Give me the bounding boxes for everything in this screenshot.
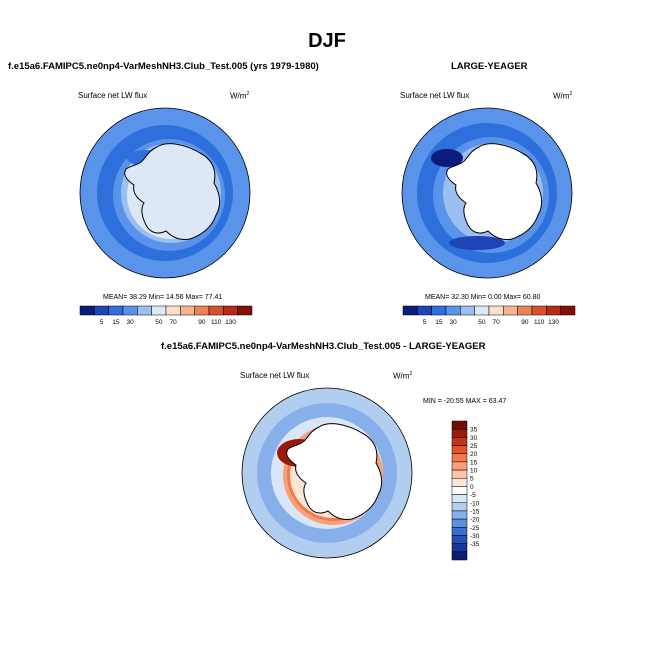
colorbar-0-box-3: [122, 305, 138, 316]
colorbar-2-box-10: [451, 502, 468, 512]
panel-ref-units: W/m2: [553, 91, 573, 101]
colorbar-2-box-0: [451, 420, 468, 430]
colorbar-1-box-8: [517, 305, 533, 316]
map-1-deep-patch: [431, 149, 463, 167]
panel-diff-minmax: MIN = -20.55 MAX = 63.47: [423, 398, 507, 405]
colorbar-2-box-4: [451, 453, 468, 463]
colorbar-2-label-14: -35: [470, 541, 480, 548]
panel-test-units: W/m2: [230, 91, 250, 101]
colorbar-2-box-15: [451, 543, 468, 553]
colorbar-2-label-6: 5: [470, 476, 474, 483]
colorbar-0-box-5: [151, 305, 167, 316]
colorbar-2-box-5: [451, 461, 468, 471]
colorbar-2-label-10: -15: [470, 508, 480, 515]
colorbar-2-box-16: [451, 551, 468, 561]
colorbar-0-box-10: [223, 305, 238, 316]
colorbar-1-box-3: [445, 305, 461, 316]
colorbar-1-box-7: [503, 305, 518, 316]
colorbar-2-box-2: [451, 437, 468, 446]
colorbar-0-box-8: [194, 305, 210, 316]
colorbar-0-box-4: [137, 305, 152, 316]
colorbar-2-box-14: [451, 535, 468, 544]
map-2-field: [242, 388, 412, 558]
colorbar-0-box-11: [237, 305, 253, 316]
colorbar-1-box-5: [474, 305, 490, 316]
panel-ref-variable: Surface net LW flux: [400, 91, 470, 100]
colorbar-1-label-5: 90: [521, 319, 529, 326]
panel-diff-title: f.e15a6.FAMIPC5.ne0np4-VarMeshNH3.Club_T…: [161, 341, 486, 352]
colorbar-2-label-5: 10: [470, 468, 478, 475]
colorbar-0-label-6: 110: [211, 319, 222, 326]
colorbar-1-label-2: 30: [450, 319, 458, 326]
colorbar-2-label-11: -20: [470, 517, 480, 524]
colorbar-2-box-1: [451, 428, 468, 438]
colorbar-0-box-9: [208, 305, 224, 316]
colorbar-1-box-9: [531, 305, 547, 316]
map-1-border: [401, 107, 573, 279]
colorbar-2-label-12: -25: [470, 525, 480, 532]
colorbar-2-box-11: [451, 510, 468, 520]
map-0-field: [80, 108, 250, 278]
colorbar-0-box-0: [79, 305, 95, 316]
colorbar-2-box-8: [451, 486, 468, 495]
colorbar-1-box-4: [460, 305, 475, 316]
colorbar-1-label-6: 110: [534, 319, 545, 326]
colorbar-0-box-2: [108, 305, 124, 316]
colorbar-0-box-7: [180, 305, 195, 316]
colorbar-2-box-13: [451, 527, 468, 536]
panel-test-variable: Surface net LW flux: [78, 91, 148, 100]
panel-test-stats: MEAN= 38.29 Min= 14.56 Max= 77.41: [103, 294, 223, 301]
colorbar-1-label-7: 130: [548, 319, 559, 326]
colorbar-1-label-3: 50: [478, 319, 486, 326]
colorbar-1-label-0: 5: [423, 319, 427, 326]
colorbar-2-box-9: [451, 494, 468, 504]
colorbar-2-box-12: [451, 518, 468, 528]
colorbar-1-box-6: [488, 305, 504, 316]
colorbar-1-box-1: [417, 305, 432, 316]
colorbar-2-box-6: [451, 469, 468, 479]
colorbar-2-label-4: 15: [470, 459, 478, 466]
colorbar-0-label-2: 30: [127, 319, 135, 326]
page-title: DJF: [308, 30, 346, 52]
colorbar-0-label-4: 70: [170, 319, 178, 326]
colorbar-1-box-2: [431, 305, 447, 316]
colorbar-0-box-1: [94, 305, 109, 316]
map-1-low-patch: [449, 236, 505, 250]
colorbar-0-label-5: 90: [198, 319, 206, 326]
map-0-border: [79, 107, 251, 279]
colorbar-1-label-1: 15: [435, 319, 443, 326]
colorbar-1-label-4: 70: [493, 319, 501, 326]
colorbar-2-label-3: 20: [470, 451, 478, 458]
colorbar-2-label-2: 25: [470, 443, 478, 450]
colorbar-0-label-3: 50: [155, 319, 163, 326]
colorbar-2-label-13: -30: [470, 533, 480, 540]
colorbar-1-box-10: [546, 305, 561, 316]
colorbar-1-box-11: [560, 305, 576, 316]
colorbar-2-label-7: 0: [470, 484, 474, 491]
colorbar-1-box-0: [402, 305, 418, 316]
panel-ref-title: LARGE-YEAGER: [451, 61, 528, 72]
panel-test-title: f.e15a6.FAMIPC5.ne0np4-VarMeshNH3.Club_T…: [8, 61, 319, 72]
colorbar-2-box-7: [451, 477, 468, 487]
colorbar-0-label-0: 5: [100, 319, 104, 326]
colorbar-2-label-9: -10: [470, 500, 480, 507]
colorbar-0-box-6: [165, 305, 181, 316]
colorbar-2-box-3: [451, 445, 468, 454]
colorbar-0-label-7: 130: [225, 319, 236, 326]
map-2-border: [241, 387, 413, 559]
panel-diff-units: W/m2: [393, 371, 413, 381]
colorbar-0-label-1: 15: [112, 319, 120, 326]
colorbar-2-label-8: -5: [470, 492, 476, 499]
panel-diff-variable: Surface net LW flux: [240, 371, 310, 380]
colorbar-2-label-0: 35: [470, 427, 478, 434]
panel-ref-stats: MEAN= 32.30 Min= 0.00 Max= 60.80: [425, 294, 541, 301]
colorbar-2-label-1: 30: [470, 435, 478, 442]
map-1-field: [402, 108, 572, 278]
